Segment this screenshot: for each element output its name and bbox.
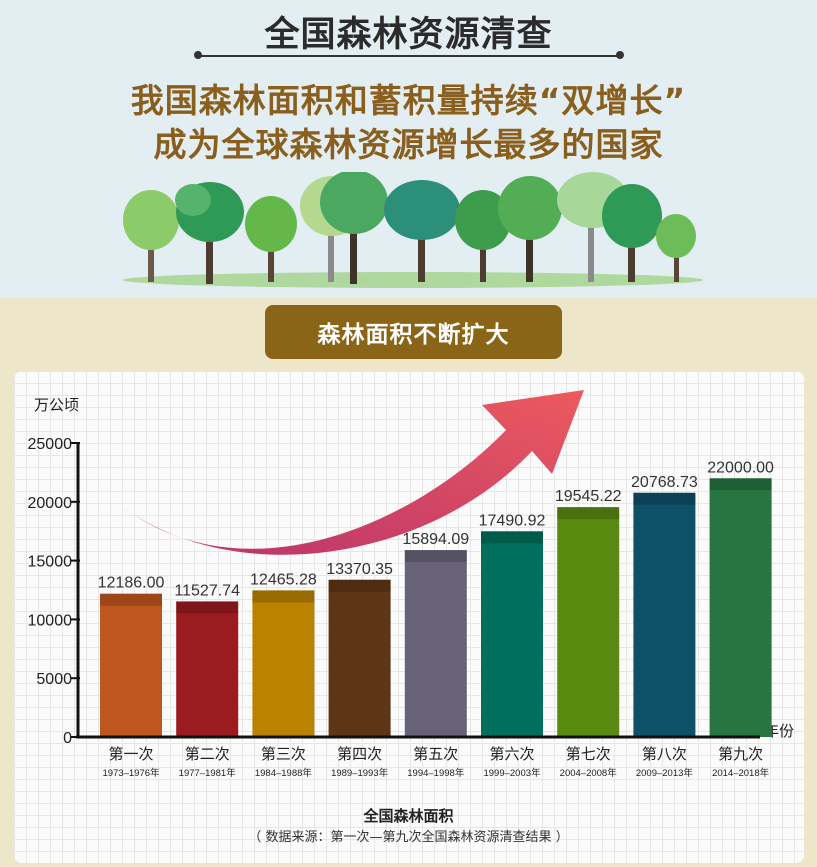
- x-category-label: 第五次: [413, 745, 458, 763]
- tree-icon: [455, 190, 511, 282]
- y-tick-label: 20000: [28, 495, 73, 512]
- x-category-label: 第七次: [566, 745, 611, 763]
- y-tick-label: 15000: [28, 554, 73, 571]
- y-tick-label: 0: [63, 730, 72, 747]
- bar: [252, 590, 315, 737]
- bar-value-label: 13370.35: [326, 561, 393, 578]
- bar: [633, 492, 696, 737]
- x-category-label: 第二次: [185, 745, 230, 763]
- bar-value-label: 19545.22: [555, 488, 622, 505]
- x-period-label: 1984–1988年: [255, 767, 313, 779]
- chart-caption: 全国森林面积: [363, 807, 454, 825]
- tree-icon: [602, 184, 662, 282]
- bar-value-label: 15894.09: [402, 531, 469, 548]
- bar: [176, 601, 239, 737]
- tree-icon: [384, 180, 460, 282]
- section-banner: 森林面积不断扩大: [265, 305, 562, 359]
- bar-cap: [557, 507, 620, 520]
- x-period-label: 1999–2003年: [483, 767, 541, 779]
- bar-cap: [404, 550, 467, 563]
- y-tick-label: 25000: [28, 436, 73, 453]
- x-period-label: 2004–2008年: [560, 767, 618, 779]
- x-category-label: 第八次: [642, 745, 687, 763]
- bar: [557, 507, 620, 737]
- x-period-label: 1994–1998年: [407, 767, 465, 779]
- growth-arrow-icon: [124, 390, 584, 555]
- bar-cap: [481, 531, 543, 544]
- bar: [481, 531, 543, 737]
- x-period-label: 2009–2013年: [636, 767, 694, 779]
- bar-value-label: 11527.74: [174, 582, 240, 599]
- x-category-label: 第九次: [718, 745, 763, 763]
- tree-icon: [175, 182, 244, 284]
- x-category-label: 第三次: [261, 745, 306, 763]
- bar-value-label: 12465.28: [250, 571, 317, 588]
- bar-cap: [176, 601, 239, 614]
- x-period-label: 2014–2018年: [712, 767, 770, 779]
- x-category-label: 第四次: [337, 745, 382, 763]
- tree-icon: [320, 172, 388, 284]
- x-category-label: 第一次: [108, 745, 153, 763]
- bar: [709, 478, 772, 737]
- bar: [100, 593, 162, 737]
- bar-cap: [709, 478, 772, 491]
- x-category-label: 第六次: [489, 745, 534, 763]
- tree-icon: [123, 190, 179, 282]
- bar-value-label: 22000.00: [707, 459, 774, 476]
- divider-dot-right: [616, 51, 624, 59]
- bar-cap: [252, 590, 315, 603]
- bar-value-label: 12186.00: [98, 575, 165, 592]
- y-tick-label: 10000: [28, 612, 73, 629]
- bar-value-label: 20768.73: [631, 474, 698, 491]
- tree-icon: [498, 176, 562, 282]
- tree-icon: [656, 214, 696, 282]
- y-axis-unit: 万公顷: [34, 397, 79, 414]
- headline-line-2: 成为全球森林资源增长最多的国家: [153, 125, 664, 164]
- data-source-note: （ 数据来源：第一次—第九次全国森林资源清查结果 ）: [248, 830, 569, 845]
- bar-cap: [633, 492, 696, 505]
- title-divider: [198, 55, 620, 57]
- headline-line-1: 我国森林面积和蓄积量持续“双增长”: [130, 81, 687, 120]
- bar-value-label: 17490.92: [479, 512, 546, 529]
- bar-cap: [328, 579, 391, 592]
- divider-dot-left: [194, 51, 202, 59]
- page-title: 全国森林资源清查: [264, 15, 553, 55]
- y-tick-label: 5000: [36, 671, 72, 688]
- bar: [328, 579, 391, 737]
- x-period-label: 1989–1993年: [331, 767, 389, 779]
- tree-icon: [245, 196, 297, 282]
- x-period-label: 1973–1976年: [102, 767, 160, 779]
- x-period-label: 1977–1981年: [179, 767, 237, 779]
- bar-cap: [100, 593, 162, 606]
- forest-illustration: [123, 172, 703, 288]
- bar: [404, 550, 467, 737]
